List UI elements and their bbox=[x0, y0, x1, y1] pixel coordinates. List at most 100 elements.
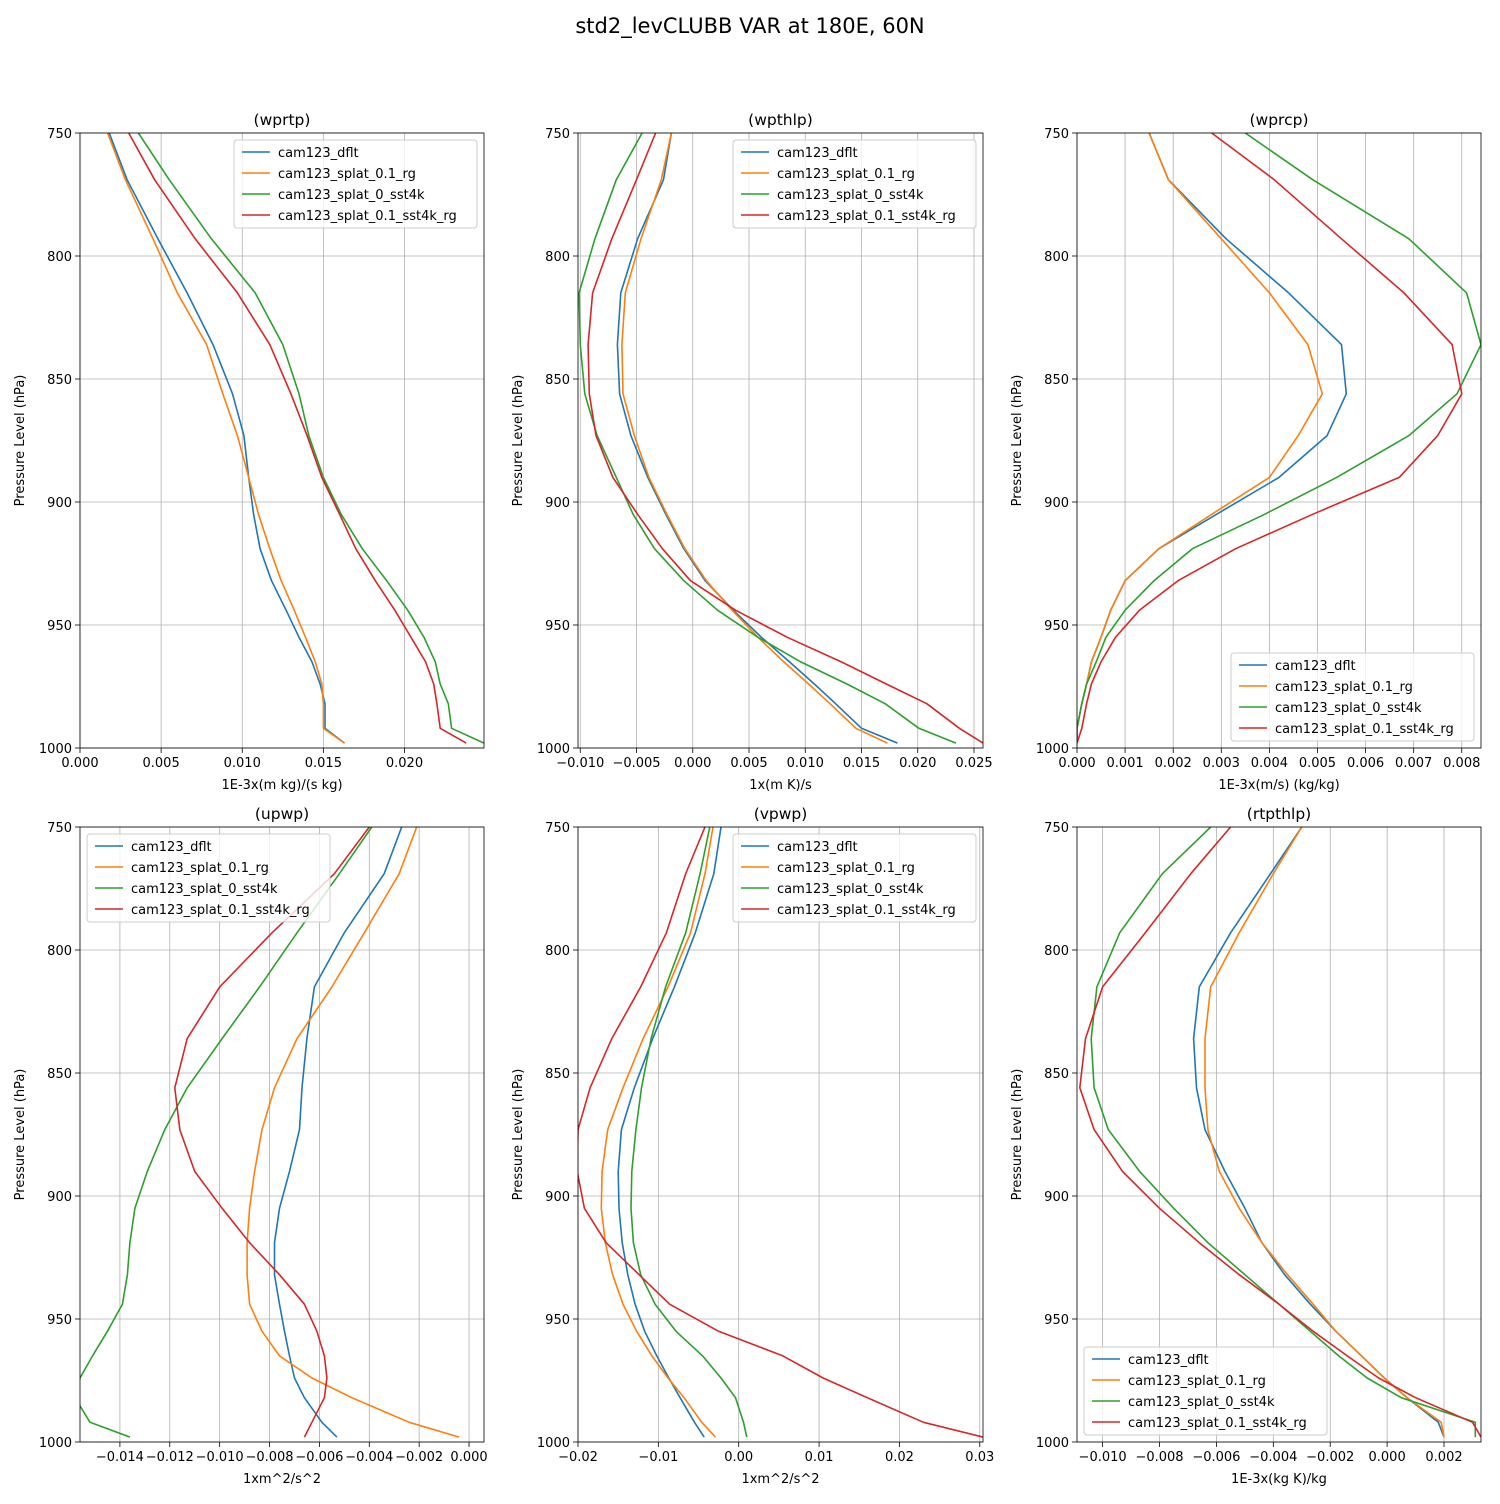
y-axis-label: Pressure Level (hPa) bbox=[1010, 375, 1025, 507]
x-tick-label: 0.007 bbox=[1395, 756, 1432, 771]
series-lines bbox=[578, 827, 983, 1438]
y-tick-label: 950 bbox=[47, 1313, 72, 1328]
x-tick-label: 0.002 bbox=[1425, 1450, 1462, 1465]
x-tick-label: 0.000 bbox=[61, 756, 98, 771]
y-tick-label: 750 bbox=[545, 127, 570, 142]
y-tick-label: 950 bbox=[47, 619, 72, 634]
chart-title: (upwp) bbox=[255, 805, 309, 823]
series-line-cam123_splat_0_sst4k bbox=[80, 827, 373, 1438]
series-lines bbox=[1077, 133, 1481, 744]
legend-label: cam123_splat_0.1_sst4k_rg bbox=[777, 903, 956, 918]
series-line-cam123_splat_0-1_rg bbox=[600, 827, 716, 1438]
series-lines bbox=[578, 133, 983, 744]
y-axis-label: Pressure Level (hPa) bbox=[13, 375, 28, 507]
legend-label: cam123_splat_0.1_rg bbox=[777, 861, 915, 876]
x-tick-label: 0.015 bbox=[305, 756, 342, 771]
x-axis-label: 1x(m K)/s bbox=[749, 778, 812, 793]
y-tick-label: 900 bbox=[1044, 1190, 1069, 1205]
legend-label: cam123_dflt bbox=[777, 146, 858, 161]
chart-title: (wpthlp) bbox=[748, 111, 813, 129]
legend-label: cam123_splat_0.1_rg bbox=[278, 167, 416, 182]
legend-label: cam123_dflt bbox=[1275, 659, 1356, 674]
plot-frame bbox=[577, 132, 984, 749]
x-tick-label: −0.005 bbox=[612, 756, 660, 771]
plot-frame bbox=[1076, 132, 1482, 749]
legend: cam123_dflt cam123_splat_0.1_rg cam123_spl… bbox=[1230, 652, 1475, 742]
x-tick-label: 0.000 bbox=[1058, 756, 1095, 771]
x-tick-label: −0.010 bbox=[556, 756, 604, 771]
legend-box bbox=[732, 833, 977, 923]
y-tick-label: 900 bbox=[1044, 496, 1069, 511]
series-lines bbox=[1079, 827, 1481, 1438]
x-tick-label: 0.004 bbox=[1251, 756, 1288, 771]
y-tick-label: 850 bbox=[47, 373, 72, 388]
x-tick-label: −0.02 bbox=[558, 1450, 598, 1465]
y-tick-label: 850 bbox=[545, 373, 570, 388]
x-tick-label: 0.000 bbox=[1369, 1450, 1406, 1465]
legend-box bbox=[1083, 1346, 1328, 1436]
legend-label: cam123_splat_0.1_sst4k_rg bbox=[777, 209, 956, 224]
series-line-cam123_dflt bbox=[108, 133, 345, 744]
x-tick-label: 0.000 bbox=[450, 1450, 487, 1465]
x-tick-label: −0.01 bbox=[638, 1450, 678, 1465]
x-tick-label: 0.006 bbox=[1347, 756, 1384, 771]
series-lines bbox=[80, 827, 460, 1438]
x-axis-label: 1E-3x(kg K)/kg bbox=[1231, 1472, 1327, 1487]
x-tick-label: 0.01 bbox=[805, 1450, 834, 1465]
x-tick-label: 0.002 bbox=[1155, 756, 1192, 771]
y-tick-label: 750 bbox=[545, 821, 570, 836]
chart-wpthlp: −0.010 −0.005 0.000 0.005 0.010 0.015 0.020 0.0… bbox=[511, 111, 993, 793]
x-tick-label: 0.015 bbox=[843, 756, 880, 771]
legend-box bbox=[233, 139, 478, 229]
y-tick-label: 900 bbox=[47, 496, 72, 511]
y-tick-label: 1000 bbox=[39, 1436, 72, 1451]
series-lines bbox=[106, 133, 484, 744]
legend-label: cam123_dflt bbox=[278, 146, 359, 161]
chart-title: (vpwp) bbox=[754, 805, 808, 823]
legend-label: cam123_splat_0_sst4k bbox=[1128, 1395, 1275, 1410]
y-tick-label: 900 bbox=[545, 1190, 570, 1205]
y-tick-label: 850 bbox=[47, 1067, 72, 1082]
legend-label: cam123_splat_0.1_rg bbox=[1128, 1374, 1266, 1389]
y-tick-label: 800 bbox=[545, 250, 570, 265]
y-tick-label: 1000 bbox=[1036, 742, 1069, 757]
legend: cam123_dflt cam123_splat_0.1_rg cam123_spl… bbox=[732, 833, 977, 923]
legend-label: cam123_dflt bbox=[131, 840, 212, 855]
legend-box bbox=[86, 833, 331, 923]
x-tick-label: −0.006 bbox=[1192, 1450, 1240, 1465]
y-tick-label: 1000 bbox=[39, 742, 72, 757]
legend-label: cam123_splat_0_sst4k bbox=[777, 188, 924, 203]
y-tick-label: 800 bbox=[47, 944, 72, 959]
x-tick-label: −0.010 bbox=[1079, 1450, 1127, 1465]
x-tick-label: −0.008 bbox=[245, 1450, 293, 1465]
y-tick-label: 850 bbox=[1044, 373, 1069, 388]
figure-suptitle: std2_levCLUBB VAR at 180E, 60N bbox=[575, 14, 925, 38]
x-tick-label: −0.002 bbox=[395, 1450, 443, 1465]
y-axis-label: Pressure Level (hPa) bbox=[511, 375, 526, 507]
series-line-cam123_splat_0_sst4k bbox=[1077, 133, 1481, 744]
x-tick-label: 0.020 bbox=[386, 756, 423, 771]
series-line-cam123_splat_0-1_rg bbox=[1077, 133, 1324, 744]
y-tick-label: 800 bbox=[1044, 944, 1069, 959]
x-tick-label: 0.010 bbox=[787, 756, 824, 771]
legend-label: cam123_splat_0_sst4k bbox=[777, 882, 924, 897]
x-tick-label: −0.012 bbox=[146, 1450, 194, 1465]
y-tick-label: 900 bbox=[545, 496, 570, 511]
chart-vpwp: −0.02 −0.01 0.00 0.01 0.02 0.03 750 800 850 900 95… bbox=[511, 805, 994, 1487]
legend-label: cam123_splat_0.1_rg bbox=[1275, 680, 1413, 695]
legend-box bbox=[732, 139, 977, 229]
x-tick-label: 0.025 bbox=[955, 756, 992, 771]
x-tick-label: 0.00 bbox=[724, 1450, 753, 1465]
series-line-cam123_splat_0-1_sst4k_rg bbox=[128, 133, 467, 744]
x-tick-label: 0.000 bbox=[674, 756, 711, 771]
x-axis-label: 1xm^2/s^2 bbox=[243, 1472, 321, 1487]
y-tick-label: 750 bbox=[1044, 127, 1069, 142]
y-tick-label: 800 bbox=[47, 250, 72, 265]
y-tick-label: 850 bbox=[545, 1067, 570, 1082]
x-tick-label: −0.014 bbox=[96, 1450, 144, 1465]
y-tick-label: 750 bbox=[47, 127, 72, 142]
y-tick-label: 800 bbox=[1044, 250, 1069, 265]
x-tick-label: −0.008 bbox=[1135, 1450, 1183, 1465]
y-tick-label: 1000 bbox=[537, 742, 570, 757]
x-tick-label: 0.005 bbox=[730, 756, 767, 771]
